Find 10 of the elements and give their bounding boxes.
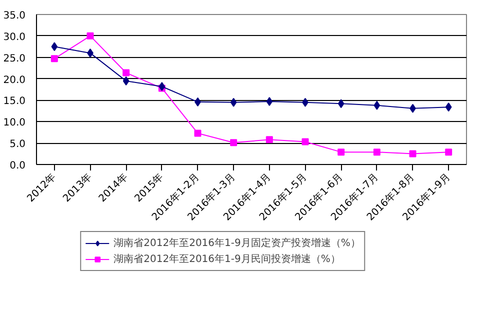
y-tick-label: 15.0 <box>3 96 26 108</box>
y-tick-label: 30.0 <box>3 32 26 43</box>
y-tick-label: 10.0 <box>3 118 26 129</box>
y-tick-label: 20.0 <box>3 74 26 86</box>
y-tick-label: 0.0 <box>10 160 26 172</box>
y-tick-label: 35.0 <box>3 10 26 22</box>
legend-label: 湖南省2012年至2016年1-9月民间投资增速（%） <box>114 252 340 266</box>
legend-label: 湖南省2012年至2016年1-9月固定资产投资增速（%） <box>114 236 360 250</box>
y-tick-label: 5.0 <box>10 139 26 150</box>
y-tick-label: 25.0 <box>3 53 26 64</box>
